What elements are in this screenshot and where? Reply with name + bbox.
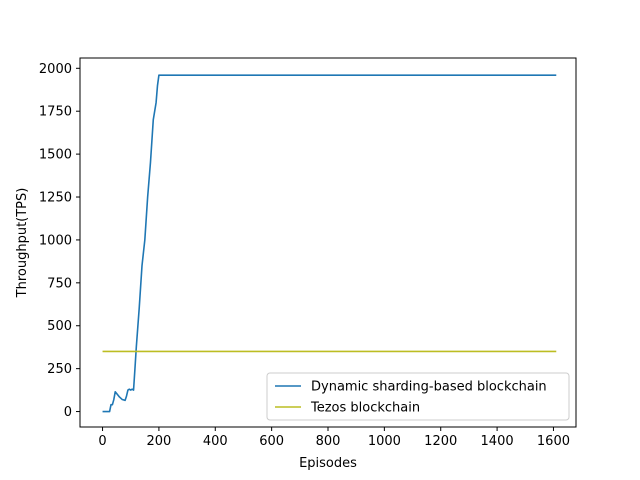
x-tick-label: 0 (98, 434, 106, 449)
y-tick-label: 0 (64, 405, 72, 420)
x-tick-label: 400 (203, 434, 228, 449)
y-tick-label: 1250 (39, 191, 72, 206)
y-tick-label: 750 (47, 276, 72, 291)
x-tick-label: 800 (316, 434, 341, 449)
x-tick-label: 1000 (368, 434, 401, 449)
legend-label-1: Dynamic sharding-based blockchain (311, 380, 547, 395)
y-tick-label: 2000 (39, 62, 72, 77)
y-tick-label: 500 (47, 319, 72, 334)
y-tick-label: 1750 (39, 105, 72, 120)
y-tick-label: 250 (47, 362, 72, 377)
legend-box (266, 372, 570, 421)
x-tick-label: 1400 (481, 434, 514, 449)
y-tick-label: 1500 (39, 148, 72, 163)
legend-label-2: Tezos blockchain (310, 401, 420, 416)
x-tick-label: 200 (146, 434, 171, 449)
x-axis-label: Episodes (299, 456, 357, 471)
x-tick-label: 600 (259, 434, 284, 449)
x-tick-label: 1600 (537, 434, 570, 449)
y-tick-label: 1000 (39, 233, 72, 248)
y-axis-label: Throughput(TPS) (15, 188, 30, 299)
x-tick-label: 1200 (424, 434, 457, 449)
series-line-1 (102, 74, 557, 413)
